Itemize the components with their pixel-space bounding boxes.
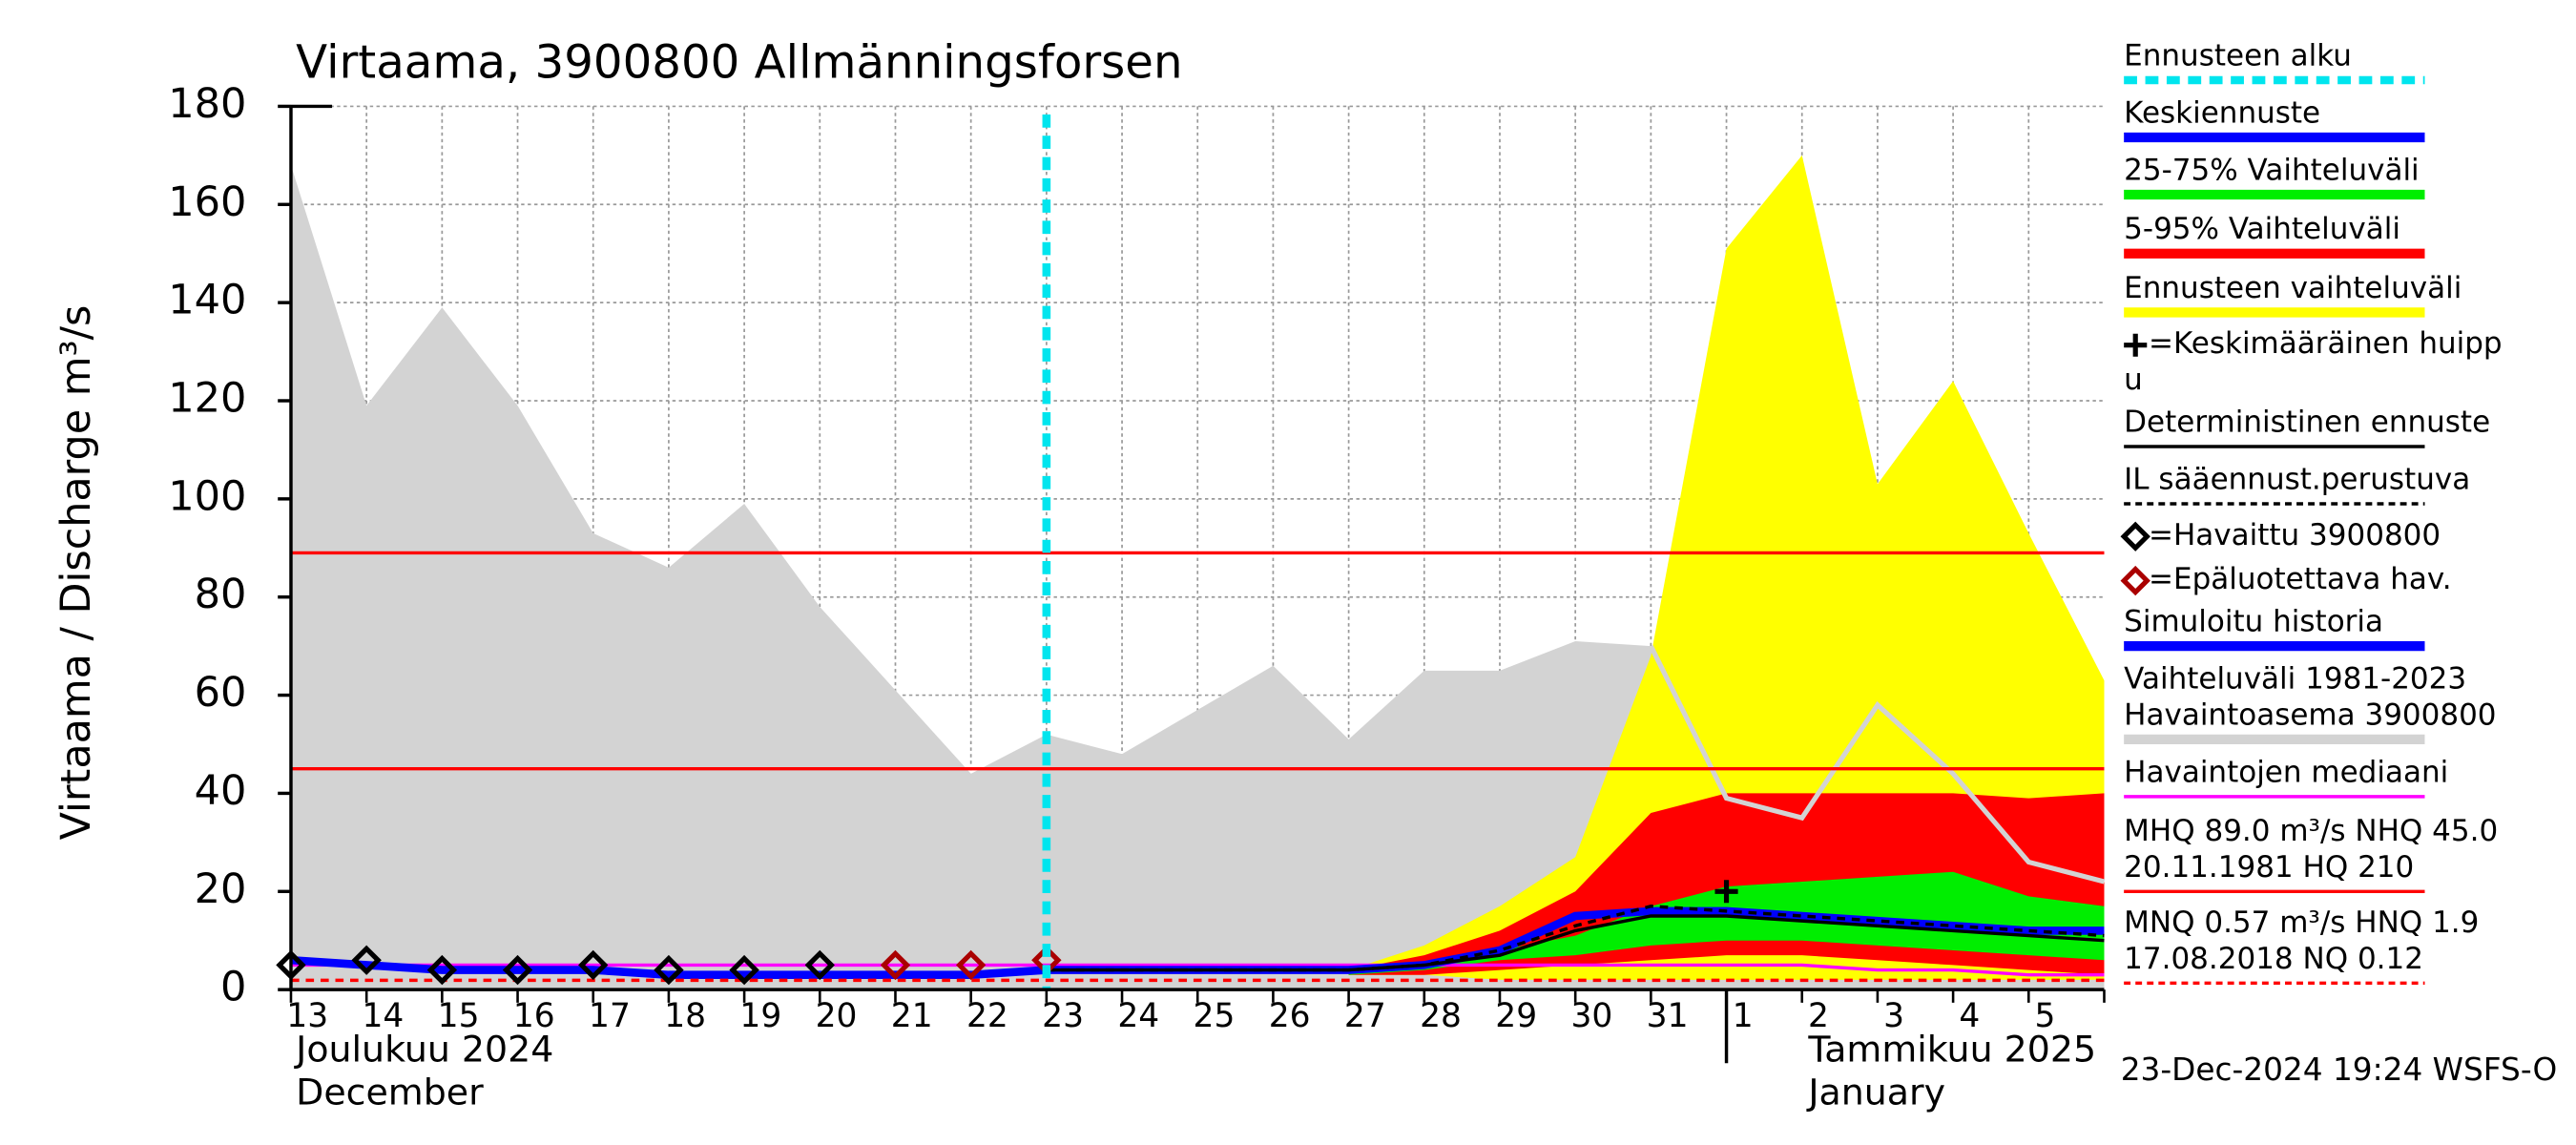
legend-label: MNQ 0.57 m³/s HNQ 1.9	[2124, 906, 2479, 940]
series-line	[1649, 645, 2106, 885]
y-tick-label: 60	[195, 669, 247, 717]
x-tick-label: 20	[816, 997, 858, 1035]
legend-label: 20.11.1981 HQ 210	[2124, 850, 2414, 885]
x-tick-label: 2	[1808, 997, 1829, 1035]
x-tick-label: 4	[1959, 997, 1980, 1035]
y-axis-label: Virtaama / Discharge m³/s	[52, 305, 100, 841]
y-tick-label: 80	[195, 571, 247, 618]
x-tick-label: 16	[513, 997, 555, 1035]
x-tick-label: 18	[664, 997, 706, 1035]
legend-label: u	[2124, 363, 2143, 397]
y-tick-label: 100	[168, 472, 246, 520]
y-tick-label: 180	[168, 80, 246, 128]
legend-label: =Havaittu 3900800	[2149, 518, 2441, 552]
legend-marker	[2124, 333, 2148, 357]
x-tick-label: 23	[1042, 997, 1084, 1035]
x-tick-label: 14	[362, 997, 404, 1035]
y-tick-label: 120	[168, 375, 246, 423]
legend-label: MHQ 89.0 m³/s NHQ 45.0	[2124, 814, 2498, 848]
legend-label: 25-75% Vaihteluväli	[2124, 154, 2420, 188]
observation-marker	[351, 945, 382, 975]
month-label: January	[1806, 1071, 1945, 1113]
legend-label: Keskiennuste	[2124, 96, 2320, 131]
legend-label: Ennusteen vaihteluväli	[2124, 271, 2462, 305]
x-tick-label: 31	[1647, 997, 1689, 1035]
chart-title: Virtaama, 3900800 Allmänningsforsen	[296, 36, 1182, 90]
x-tick-label: 26	[1269, 997, 1311, 1035]
x-tick-label: 19	[739, 997, 781, 1035]
x-tick-label: 13	[286, 997, 328, 1035]
footer: 23-Dec-2024 19:24 WSFS-O	[2121, 1051, 2558, 1088]
y-tick-label: 140	[168, 277, 246, 324]
legend-label: Havaintoasema 3900800	[2124, 697, 2496, 732]
legend-label: IL sääennust.perustuva	[2124, 463, 2470, 497]
legend-label: =Epäluotettava hav.	[2149, 562, 2452, 596]
x-tick-label: 29	[1495, 997, 1537, 1035]
month-label: December	[296, 1071, 484, 1113]
observation-marker	[502, 954, 533, 986]
observation-marker	[578, 949, 609, 981]
legend-label: Vaihteluväli 1981-2023	[2124, 662, 2466, 697]
legend-label: Simuloitu historia	[2124, 605, 2383, 639]
x-tick-label: 24	[1117, 997, 1159, 1035]
x-tick-label: 30	[1570, 997, 1612, 1035]
x-tick-label: 28	[1420, 997, 1462, 1035]
y-tick-label: 20	[195, 865, 247, 913]
range-band	[1348, 871, 2105, 975]
series-line	[290, 963, 2105, 977]
peak-marker	[1714, 880, 1738, 904]
x-tick-label: 21	[891, 997, 933, 1035]
legend-label: =Keskimääräinen huipp	[2149, 326, 2503, 361]
x-tick-label: 5	[2035, 997, 2056, 1035]
legend-label: Havaintojen mediaani	[2124, 755, 2448, 789]
range-band	[1348, 155, 2105, 980]
legend-label: Ennusteen alku	[2124, 39, 2352, 73]
observation-marker	[804, 949, 836, 981]
legend-label: Deterministinen ennuste	[2124, 406, 2490, 440]
x-tick-label: 17	[589, 997, 631, 1035]
observation-marker	[880, 949, 911, 981]
series-line	[1046, 904, 2105, 972]
observation-marker	[729, 954, 759, 986]
observation-marker	[426, 954, 458, 986]
x-tick-label: 1	[1733, 997, 1754, 1035]
x-tick-label: 25	[1194, 997, 1236, 1035]
x-tick-label: 22	[966, 997, 1008, 1035]
observation-marker	[955, 949, 987, 981]
observation-marker	[654, 954, 684, 986]
legend-marker	[2120, 565, 2150, 596]
x-tick-label: 15	[438, 997, 480, 1035]
series-line	[1046, 914, 2105, 972]
y-tick-label: 0	[220, 964, 246, 1011]
legend-label: 5-95% Vaihteluväli	[2124, 212, 2400, 246]
y-tick-label: 40	[195, 767, 247, 815]
legend-label: 17.08.2018 NQ 0.12	[2124, 942, 2423, 976]
month-label: Tammikuu 2025	[1807, 1029, 2096, 1071]
x-tick-label: 27	[1344, 997, 1386, 1035]
y-tick-label: 160	[168, 178, 246, 226]
x-tick-label: 3	[1883, 997, 1904, 1035]
month-label: Joulukuu 2024	[294, 1029, 553, 1071]
legend-marker	[2120, 521, 2150, 552]
